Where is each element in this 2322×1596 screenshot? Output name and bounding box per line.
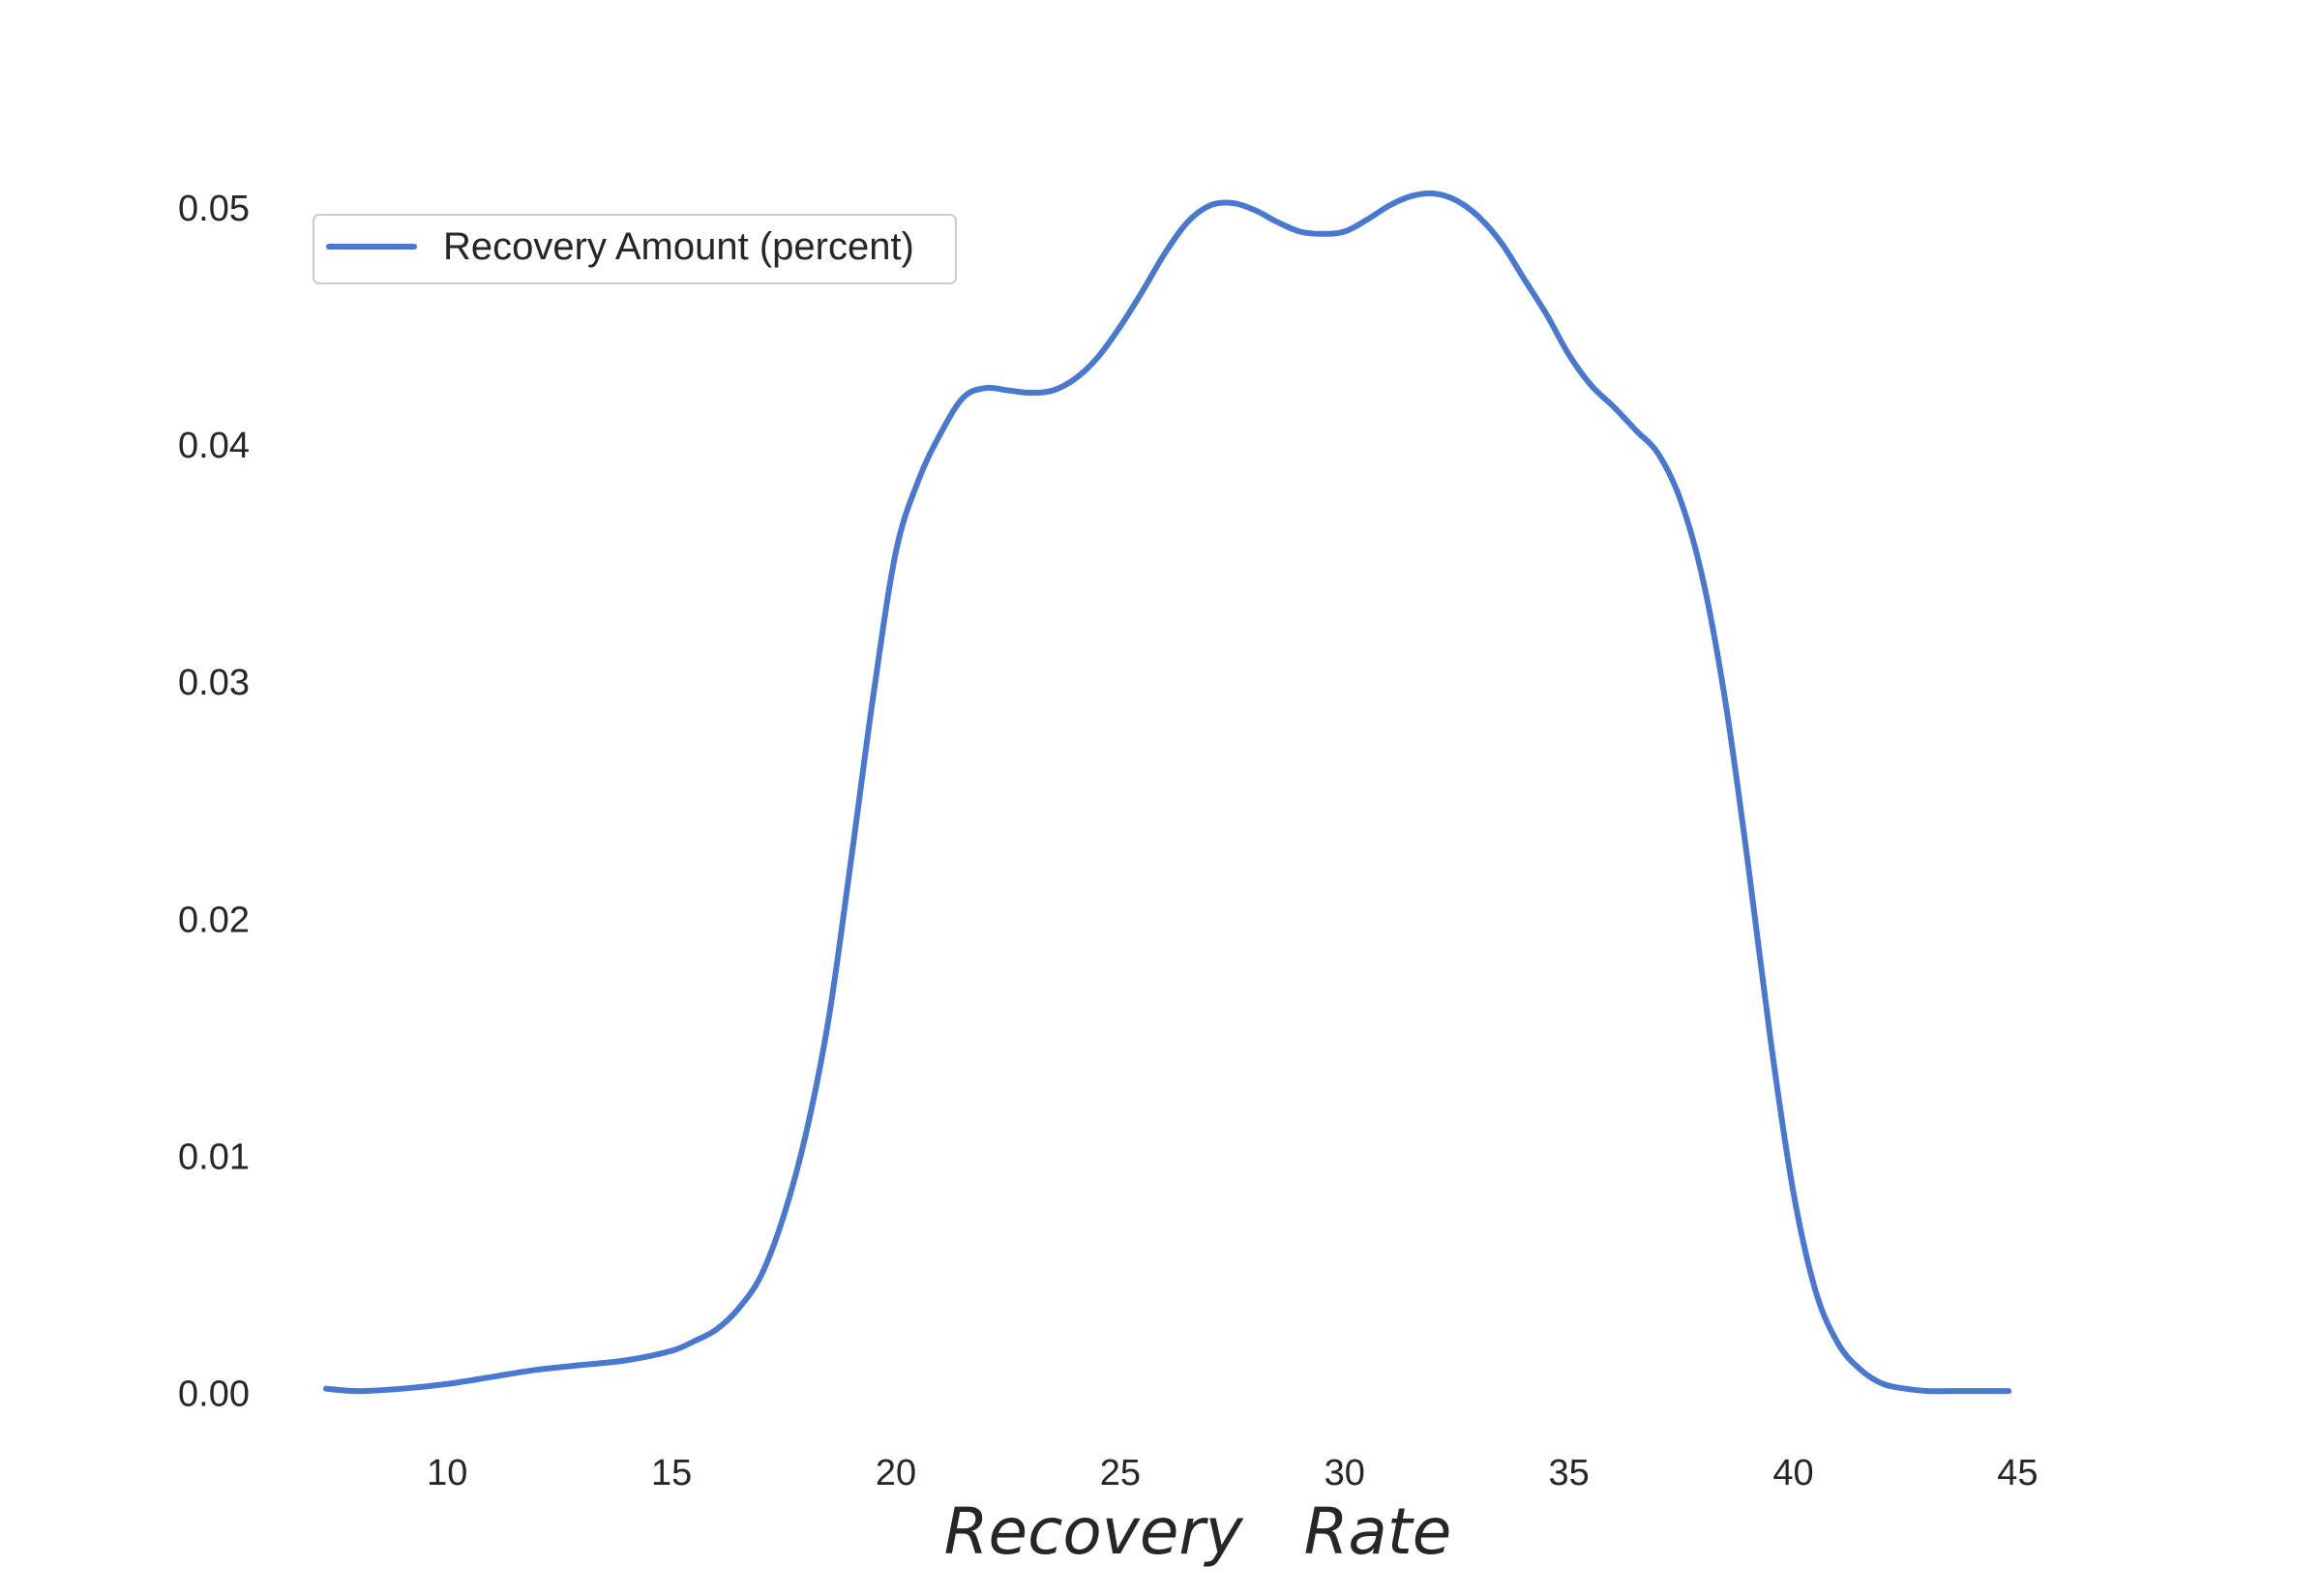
y-axis-ticks: 0.00 0.01 0.02 0.03 0.04 0.05 (178, 189, 250, 1415)
y-tick-label: 0.01 (178, 1137, 250, 1177)
x-axis-ticks: 10 15 20 25 30 35 40 45 (427, 1453, 2038, 1493)
x-tick-label: 25 (1100, 1453, 1141, 1493)
x-tick-label: 35 (1549, 1453, 1590, 1493)
y-tick-label: 0.05 (178, 189, 250, 229)
y-tick-label: 0.00 (178, 1374, 250, 1415)
y-tick-label: 0.04 (178, 426, 250, 466)
x-tick-label: 10 (427, 1453, 467, 1493)
x-axis-title: Recovery Rate (944, 1494, 1452, 1569)
series-layer (323, 190, 2012, 1395)
x-tick-label: 20 (876, 1453, 916, 1493)
x-tick-label: 45 (1997, 1453, 2038, 1493)
series-line (323, 190, 2012, 1395)
x-tick-label: 15 (651, 1453, 692, 1493)
x-tick-label: 40 (1772, 1453, 1813, 1493)
y-tick-label: 0.03 (178, 663, 250, 703)
legend-frame (313, 214, 957, 284)
legend-label: Recovery Amount (percent) (443, 225, 914, 268)
legend: Recovery Amount (percent) (313, 214, 957, 284)
x-tick-label: 30 (1325, 1453, 1365, 1493)
y-tick-label: 0.02 (178, 900, 250, 940)
